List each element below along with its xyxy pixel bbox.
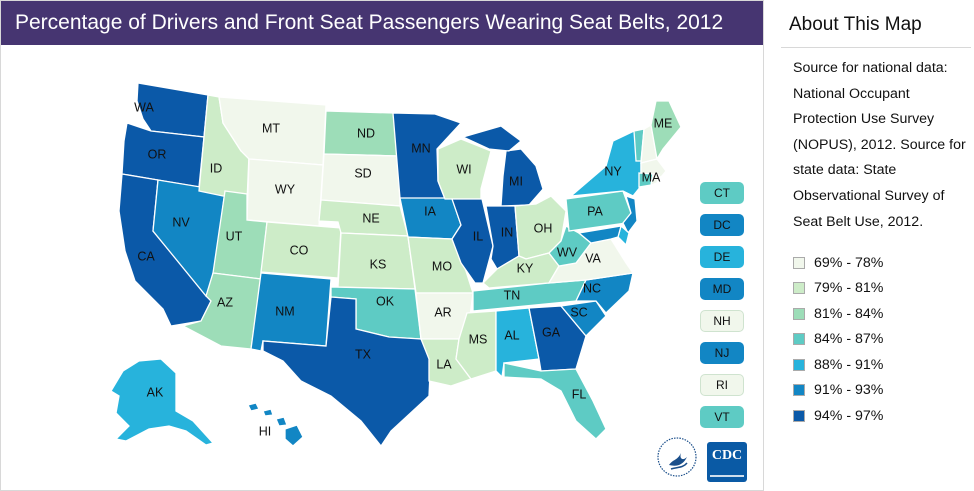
cdc-logo-text: CDC: [711, 448, 743, 463]
state-ri[interactable]: [650, 173, 660, 186]
small-state-dc[interactable]: DC: [700, 214, 744, 236]
label-il: IL: [473, 229, 483, 243]
legend-item: 81% - 84%: [793, 301, 883, 327]
label-nm: NM: [275, 304, 294, 318]
label-ok: OK: [376, 294, 395, 308]
label-ky: KY: [517, 261, 534, 275]
small-state-nh[interactable]: NH: [700, 310, 744, 332]
state-ak[interactable]: [110, 358, 215, 446]
small-state-md[interactable]: MD: [700, 278, 744, 300]
legend-label: 94% - 97%: [814, 407, 884, 424]
label-tx: TX: [355, 347, 372, 361]
label-ne: NE: [362, 211, 379, 225]
label-ak: AK: [147, 385, 164, 399]
legend-swatch: [793, 384, 805, 397]
small-state-de[interactable]: DE: [700, 246, 744, 268]
label-az: AZ: [217, 295, 233, 309]
cdc-logo: CDC: [707, 442, 747, 482]
label-mt: MT: [262, 121, 280, 135]
label-ar: AR: [434, 305, 451, 319]
legend-swatch: [793, 358, 805, 371]
map-legend: 69% - 78% 79% - 81% 81% - 84% 84% - 87% 88% …: [793, 250, 883, 429]
legend-swatch: [793, 409, 805, 422]
legend-label: 84% - 87%: [814, 331, 884, 348]
legend-label: 81% - 84%: [814, 305, 884, 322]
legend-swatch: [793, 333, 805, 346]
label-me: ME: [654, 116, 673, 130]
legend-label: 79% - 81%: [814, 280, 884, 297]
legend-label: 69% - 78%: [814, 254, 884, 271]
label-la: LA: [436, 357, 452, 371]
label-ut: UT: [226, 229, 243, 243]
small-state-vt[interactable]: VT: [700, 406, 744, 428]
small-state-ct[interactable]: CT: [700, 182, 744, 204]
label-pa: PA: [587, 204, 603, 218]
legend-item: 91% - 93%: [793, 378, 883, 404]
about-heading: About This Map: [789, 14, 922, 35]
label-nd: ND: [357, 126, 375, 140]
label-fl: FL: [572, 387, 587, 401]
us-map: WA OR CA NV ID MT WY UT AZ CO NM ND SD N…: [110, 82, 682, 448]
legend-item: 94% - 97%: [793, 403, 883, 429]
small-state-nj[interactable]: NJ: [700, 342, 744, 364]
state-fl[interactable]: [503, 362, 607, 440]
label-ny: NY: [604, 164, 622, 178]
map-panel: Percentage of Drivers and Front Seat Pas…: [0, 0, 764, 491]
state-wi[interactable]: [437, 138, 492, 200]
state-il[interactable]: [451, 198, 494, 284]
label-nc: NC: [583, 281, 601, 295]
label-or: OR: [148, 147, 167, 161]
about-divider: [781, 47, 971, 48]
label-hi: HI: [259, 424, 272, 438]
label-wy: WY: [275, 182, 296, 196]
legend-swatch: [793, 256, 805, 269]
legend-item: 69% - 78%: [793, 250, 883, 276]
label-oh: OH: [534, 221, 553, 235]
label-ma: MA: [642, 170, 661, 184]
label-sd: SD: [354, 166, 371, 180]
label-tn: TN: [504, 288, 521, 302]
label-mn: MN: [411, 141, 430, 155]
state-sc[interactable]: [559, 300, 607, 337]
label-in: IN: [501, 225, 514, 239]
legend-label: 88% - 91%: [814, 356, 884, 373]
label-ca: CA: [137, 249, 155, 263]
label-ks: KS: [370, 257, 387, 271]
legend-item: 84% - 87%: [793, 327, 883, 353]
label-id: ID: [210, 161, 223, 175]
about-source-text: Source for national data: National Occup…: [793, 60, 966, 230]
label-sc: SC: [570, 305, 587, 319]
legend-item: 79% - 81%: [793, 276, 883, 302]
state-tx[interactable]: [262, 296, 432, 448]
label-ms: MS: [469, 332, 488, 346]
map-title: Percentage of Drivers and Front Seat Pas…: [1, 1, 763, 45]
hhs-seal-logo: [657, 437, 697, 477]
state-md[interactable]: [577, 225, 622, 244]
label-ia: IA: [424, 204, 436, 218]
label-co: CO: [290, 243, 309, 257]
about-panel: About This Map Source for national data:…: [781, 0, 974, 491]
legend-swatch: [793, 282, 805, 295]
state-hi[interactable]: [247, 402, 304, 447]
state-ma[interactable]: [640, 158, 667, 178]
small-state-ri[interactable]: RI: [700, 374, 744, 396]
state-mi[interactable]: [461, 125, 544, 207]
label-mi: MI: [509, 174, 523, 188]
legend-swatch: [793, 307, 805, 320]
label-mo: MO: [432, 259, 452, 273]
legend-label: 91% - 93%: [814, 382, 884, 399]
label-va: VA: [585, 251, 601, 265]
label-nv: NV: [172, 215, 190, 229]
label-wa: WA: [134, 100, 154, 114]
label-wv: WV: [557, 245, 578, 259]
label-al: AL: [504, 328, 519, 342]
legend-item: 88% - 91%: [793, 352, 883, 378]
label-wi: WI: [456, 162, 471, 176]
label-ga: GA: [542, 325, 561, 339]
